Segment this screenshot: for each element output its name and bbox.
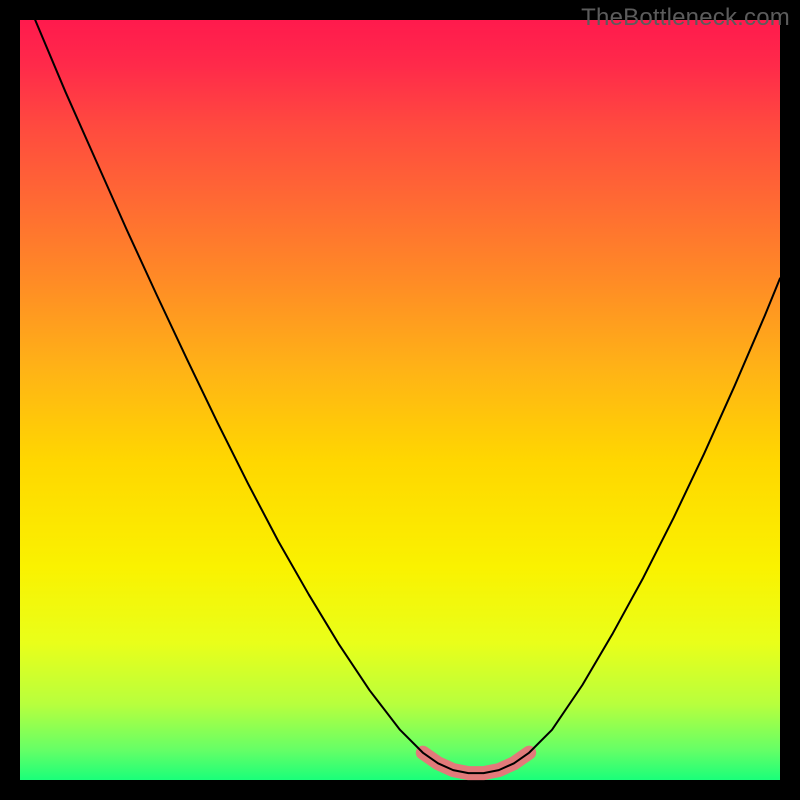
watermark-text: TheBottleneck.com [581, 4, 790, 32]
chart-root: TheBottleneck.com [0, 0, 800, 800]
frame-right [780, 0, 800, 800]
bottleneck-chart [0, 0, 800, 800]
frame-left [0, 0, 20, 800]
gradient-background [20, 20, 780, 780]
frame-bottom [0, 780, 800, 800]
